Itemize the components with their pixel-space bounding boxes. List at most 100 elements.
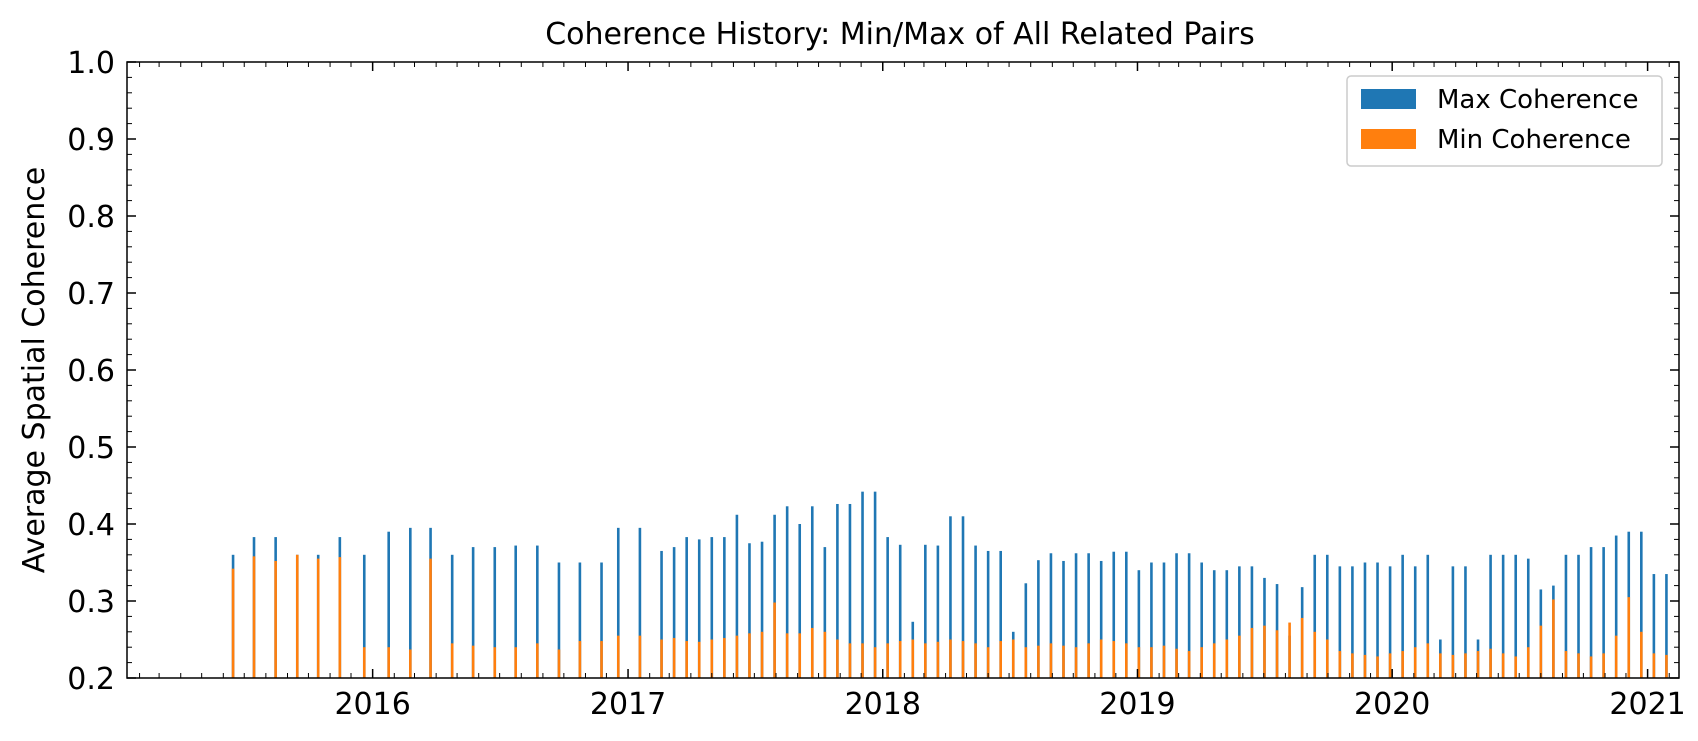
max-coherence-bar	[1640, 531, 1643, 678]
max-coherence-bar	[1665, 574, 1668, 678]
max-coherence-bar	[785, 506, 789, 678]
min-coherence-bar	[685, 641, 688, 678]
min-coherence-bar	[836, 639, 839, 678]
min-coherence-bar	[798, 633, 802, 678]
max-coherence-bar	[1200, 562, 1203, 678]
min-coherence-bar	[773, 602, 776, 678]
min-coherence-bar	[1489, 648, 1492, 678]
min-coherence-bar	[1175, 648, 1178, 678]
y-tick-label: 0.6	[67, 354, 115, 389]
min-coherence-bar	[295, 554, 299, 678]
bars-layer	[231, 491, 1668, 678]
min-coherence-bar	[1125, 643, 1128, 678]
min-coherence-bar	[1062, 645, 1065, 678]
min-coherence-bar	[1640, 631, 1643, 678]
min-coherence-bar	[986, 647, 990, 678]
max-coherence-bar	[861, 491, 864, 678]
max-coherence-bar	[1250, 566, 1254, 678]
x-tick-label: 2021	[1609, 687, 1685, 722]
max-coherence-bar	[578, 562, 582, 678]
max-coherence-bar	[961, 516, 965, 678]
min-coherence-bar	[710, 639, 714, 678]
max-coherence-bar	[493, 547, 497, 678]
max-coherence-bar	[1062, 560, 1065, 678]
legend-swatch-min	[1361, 129, 1416, 149]
min-coherence-bar	[1250, 627, 1254, 678]
min-coherence-bar	[1388, 653, 1392, 678]
min-coherence-bar	[886, 643, 889, 678]
max-coherence-bar	[1501, 554, 1505, 678]
min-coherence-bar	[1150, 647, 1153, 678]
min-coherence-bar	[1526, 647, 1530, 678]
min-coherence-bar	[600, 641, 603, 678]
min-coherence-bar	[961, 641, 965, 678]
max-coherence-bar	[514, 545, 517, 678]
min-coherence-bar	[1049, 643, 1053, 678]
max-coherence-bar	[836, 503, 839, 678]
min-coherence-bar	[1363, 654, 1367, 678]
min-coherence-bar	[1099, 639, 1103, 678]
y-axis-label: Average Spatial Coherence	[17, 167, 52, 573]
y-tick-label: 0.2	[67, 662, 115, 697]
legend-frame	[1346, 75, 1663, 167]
max-coherence-bar	[898, 544, 902, 678]
min-coherence-bar	[1614, 635, 1618, 678]
y-tick-label: 0.3	[67, 585, 115, 620]
max-coherence-bar	[936, 545, 940, 678]
min-coherence-bar	[471, 645, 475, 678]
x-tick-label: 2020	[1354, 687, 1430, 722]
min-coherence-bar	[616, 635, 620, 678]
max-coherence-bar	[810, 506, 814, 678]
min-coherence-bar	[450, 643, 454, 678]
max-coherence-bar	[974, 545, 977, 678]
min-coherence-bar	[723, 637, 726, 678]
max-coherence-bar	[1602, 547, 1605, 678]
min-coherence-bar	[1275, 630, 1279, 678]
min-coherence-bar	[514, 647, 517, 678]
min-coherence-bar	[1200, 647, 1203, 678]
min-coherence-bar	[697, 641, 701, 678]
max-coherence-bar	[1577, 554, 1580, 678]
max-coherence-bar	[387, 531, 390, 678]
max-coherence-bar	[1489, 554, 1492, 678]
min-coherence-bar	[409, 649, 412, 678]
max-coherence-bar	[848, 503, 852, 678]
max-coherence-bar	[672, 547, 676, 678]
max-coherence-bar	[1526, 558, 1530, 678]
max-coherence-bar	[600, 562, 603, 678]
min-coherence-bar	[974, 643, 977, 678]
min-coherence-bar	[1602, 653, 1605, 678]
max-coherence-bar	[1376, 562, 1379, 678]
max-coherence-bar	[873, 491, 877, 678]
max-coherence-bar	[1351, 566, 1354, 678]
max-coherence-bar	[697, 539, 701, 678]
max-coherence-bar	[1137, 570, 1141, 678]
y-tick-label: 0.4	[67, 508, 115, 543]
max-coherence-bar	[986, 550, 990, 678]
min-coherence-bar	[1514, 656, 1518, 678]
min-coherence-bar	[1238, 635, 1241, 678]
min-coherence-bar	[760, 631, 764, 678]
min-coherence-bar	[316, 558, 320, 678]
max-coherence-bar	[1225, 570, 1229, 678]
max-coherence-bar	[1564, 554, 1568, 678]
y-tick-label: 1.0	[67, 46, 115, 81]
max-coherence-bar	[1112, 551, 1116, 678]
min-coherence-bar	[1401, 651, 1404, 678]
min-coherence-bar	[557, 649, 561, 678]
min-coherence-bar	[735, 635, 739, 678]
max-coherence-bar	[760, 541, 764, 678]
max-coherence-bar	[638, 527, 642, 678]
min-coherence-bar	[387, 647, 390, 678]
max-coherence-bar	[1388, 566, 1392, 678]
max-coherence-bar	[685, 537, 688, 678]
min-coherence-bar	[748, 633, 751, 678]
min-coherence-bar	[1313, 631, 1317, 678]
min-coherence-bar	[672, 637, 676, 678]
max-coherence-bar	[1589, 547, 1593, 678]
min-coherence-bar	[1011, 639, 1015, 678]
min-coherence-bar	[493, 647, 497, 678]
max-coherence-bar	[1049, 553, 1053, 678]
min-coherence-bar	[231, 568, 235, 678]
